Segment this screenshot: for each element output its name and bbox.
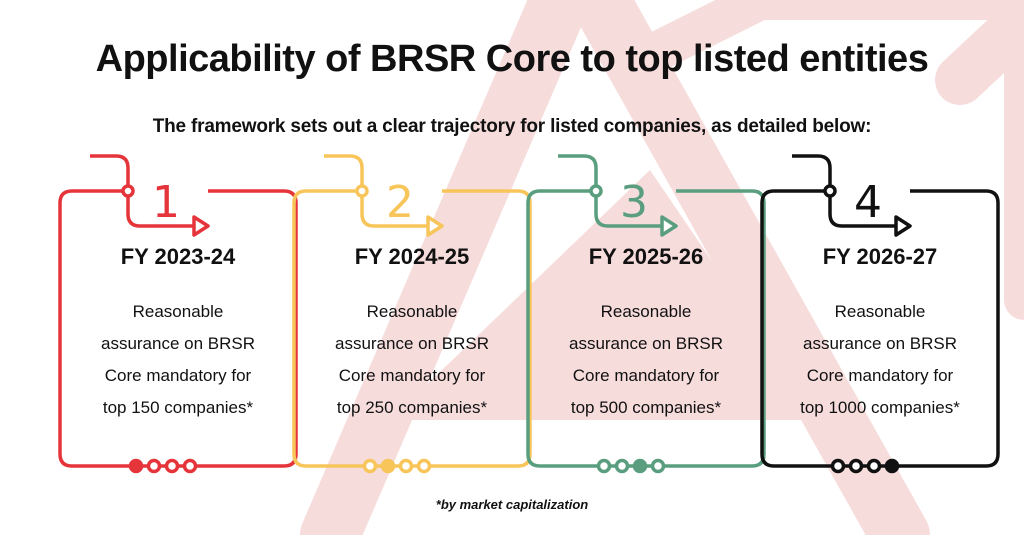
timeline-card-4: 4 FY 2026-27 Reasonable assurance on BRSR… xyxy=(760,150,1000,480)
card-year-2: FY 2024-25 xyxy=(354,244,470,269)
progress-dot xyxy=(596,458,612,474)
progress-dot xyxy=(866,458,882,474)
bg-stroke-corner xyxy=(935,0,1024,105)
card-description-2: Reasonable assurance on BRSR Core mandato… xyxy=(334,302,490,417)
progress-dot-active xyxy=(380,458,396,474)
card-frame-4 xyxy=(760,154,1000,474)
bg-stroke-top xyxy=(620,0,1024,320)
timeline-card-3: 3 FY 2025-26 Reasonable assurance on BRSR… xyxy=(526,150,766,480)
connector-node xyxy=(589,184,603,198)
progress-dot-active xyxy=(884,458,900,474)
progress-dot xyxy=(164,458,180,474)
bg-stroke-left xyxy=(300,0,590,535)
card-year-3: FY 2025-26 xyxy=(588,244,704,269)
connector-node xyxy=(355,184,369,198)
progress-dot xyxy=(182,458,198,474)
progress-dot xyxy=(848,458,864,474)
card-description-3: Reasonable assurance on BRSR Core mandato… xyxy=(568,302,724,417)
progress-dot xyxy=(398,458,414,474)
progress-dot xyxy=(650,458,666,474)
progress-dot xyxy=(830,458,846,474)
progress-dot xyxy=(146,458,162,474)
progress-dot xyxy=(416,458,432,474)
progress-dot-active xyxy=(632,458,648,474)
card-description-1: Reasonable assurance on BRSR Core mandato… xyxy=(100,302,256,417)
card-year-4: FY 2026-27 xyxy=(822,244,938,269)
progress-dot xyxy=(614,458,630,474)
connector-node xyxy=(823,184,837,198)
progress-dot-active xyxy=(128,458,144,474)
page-title: Applicability of BRSR Core to top listed… xyxy=(95,38,929,80)
bg-triangle xyxy=(390,170,820,420)
step-number-4: 4 xyxy=(854,177,882,228)
timeline-card-2: 2 FY 2024-25 Reasonable assurance on BRSR… xyxy=(292,150,532,480)
connector-node xyxy=(121,184,135,198)
card-description-4: Reasonable assurance on BRSR Core mandato… xyxy=(800,302,960,417)
page-subtitle: The framework sets out a clear trajector… xyxy=(152,116,872,137)
step-number-2: 2 xyxy=(386,177,414,228)
step-number-3: 3 xyxy=(620,177,648,228)
bg-stroke-right xyxy=(570,0,930,535)
timeline-card-1: 1 FY 2023-24 Reasonable assurance on BRSR… xyxy=(58,150,298,480)
progress-dot xyxy=(362,458,378,474)
connector-arrow xyxy=(426,215,444,237)
footnote: *by market capitalization xyxy=(435,497,589,512)
connector-arrow xyxy=(894,215,912,237)
card-year-1: FY 2023-24 xyxy=(120,244,236,269)
connector-arrow xyxy=(192,215,210,237)
step-number-1: 1 xyxy=(152,177,180,228)
connector-arrow xyxy=(660,215,678,237)
